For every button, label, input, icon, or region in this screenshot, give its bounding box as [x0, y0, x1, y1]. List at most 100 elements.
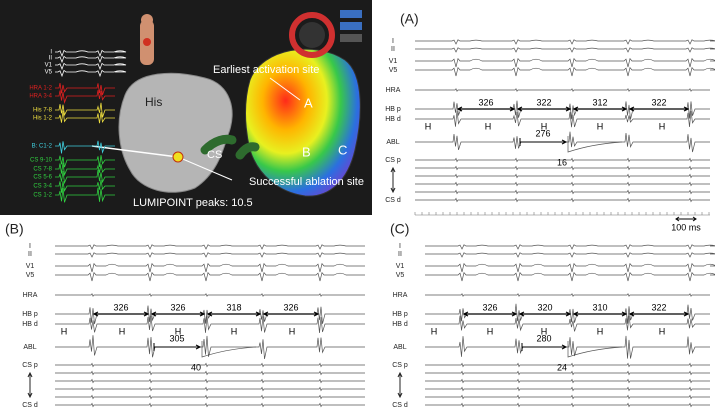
cs-arrow	[27, 371, 33, 399]
lead-trace	[425, 262, 715, 273]
lead-label: HB p	[385, 106, 401, 113]
channel-trace	[55, 155, 115, 168]
lead-trace	[425, 252, 715, 258]
lead-label: CS d	[392, 402, 408, 409]
lead-label: HRA	[393, 292, 408, 299]
lead-trace	[55, 315, 365, 333]
h-marker: H	[289, 326, 296, 336]
cs-catheter	[200, 134, 237, 155]
h-marker: H	[231, 326, 238, 336]
ablation-interval: 305	[169, 333, 184, 343]
lead-label: HB d	[22, 321, 38, 328]
cs-trace	[425, 370, 710, 376]
lead-trace	[415, 57, 715, 68]
local-interval: 16	[557, 157, 567, 167]
panel-label: (B)	[5, 221, 24, 237]
lead-trace	[425, 315, 710, 332]
h-marker: H	[597, 121, 604, 131]
lead-label: V5	[26, 272, 35, 279]
channel-trace	[55, 69, 127, 78]
interval-label: 312	[592, 97, 607, 107]
interval-label: 326	[283, 302, 298, 312]
interval-arrow	[456, 106, 516, 112]
lead-label: HB d	[385, 116, 401, 123]
gauge	[289, 12, 335, 58]
lead-trace	[425, 303, 710, 324]
site-label: C	[338, 142, 347, 157]
h-marker: H	[541, 121, 548, 131]
lead-label: HB p	[22, 311, 38, 318]
cs-arrow	[397, 371, 403, 399]
torso-icon	[143, 38, 151, 46]
lead-trace	[55, 335, 365, 359]
ablation-curve	[567, 341, 623, 358]
interval-arrow	[572, 311, 628, 317]
interval-label: 326	[478, 97, 493, 107]
lead-label: CS d	[22, 402, 38, 409]
lead-label: CS p	[385, 157, 401, 164]
local-interval: 40	[191, 362, 201, 372]
lead-label: V1	[26, 263, 35, 270]
lead-trace	[415, 66, 715, 77]
lumipoint-label: LUMIPOINT peaks: 10.5	[133, 197, 253, 209]
interval-arrow	[518, 311, 572, 317]
pointer-line	[269, 77, 301, 101]
interval-arrow	[572, 106, 628, 112]
lead-trace	[55, 402, 365, 408]
channel-trace	[55, 90, 115, 104]
lead-trace	[55, 262, 365, 273]
channel-label: V1	[45, 63, 53, 69]
interval-label: 326	[482, 302, 497, 312]
cs-label: CS	[207, 149, 222, 161]
lead-trace	[415, 197, 710, 203]
channel-label: I	[50, 50, 52, 56]
channel-label: CS 3-4	[33, 184, 52, 190]
interval-arrow	[462, 311, 518, 317]
interval-label: 310	[592, 302, 607, 312]
h-marker: H	[485, 121, 492, 131]
ablation-site-label: Successful ablation site	[249, 176, 364, 188]
lead-label: CS p	[392, 362, 408, 369]
channel-label: HRA 1-2	[29, 86, 52, 92]
interval-label: 326	[170, 302, 185, 312]
h-marker: H	[659, 121, 666, 131]
scale-label: 100 ms	[671, 222, 701, 232]
toolbar-button	[340, 22, 362, 30]
interval-arrow	[628, 106, 690, 112]
site-label: A	[304, 95, 313, 110]
lead-label: I	[392, 38, 394, 45]
channel-label: His 1-2	[33, 116, 53, 122]
cs-arrow	[390, 166, 396, 194]
channel-trace	[55, 169, 115, 185]
lead-label: CS d	[385, 197, 401, 204]
lead-trace	[55, 252, 365, 258]
ablation-interval: 280	[536, 333, 551, 343]
interval-arrow	[628, 311, 690, 317]
channel-label: His 7-8	[33, 108, 53, 114]
interval-label: 318	[226, 302, 241, 312]
interval-label: 326	[113, 302, 128, 312]
channel-label: V5	[45, 70, 53, 76]
channel-label: CS 1-2	[33, 193, 52, 199]
channel-trace	[55, 162, 115, 177]
cs-trace	[415, 181, 710, 187]
lead-label: ABL	[393, 344, 406, 351]
lead-label: V1	[396, 263, 405, 270]
h-marker: H	[119, 326, 126, 336]
lead-trace	[55, 305, 365, 325]
cs-trace	[425, 378, 710, 384]
h-marker: H	[175, 326, 182, 336]
interval-label: 320	[537, 302, 552, 312]
anatomy-shell	[118, 72, 233, 193]
cs-trace	[55, 370, 365, 376]
lead-trace	[55, 244, 365, 250]
cs-trace	[55, 386, 365, 392]
torso-icon	[141, 14, 153, 26]
lead-trace	[425, 362, 710, 368]
lead-label: ABL	[386, 139, 399, 146]
channel-trace	[55, 82, 115, 96]
channel-label: B: C1-2	[32, 144, 53, 150]
lead-label: V5	[396, 272, 405, 279]
